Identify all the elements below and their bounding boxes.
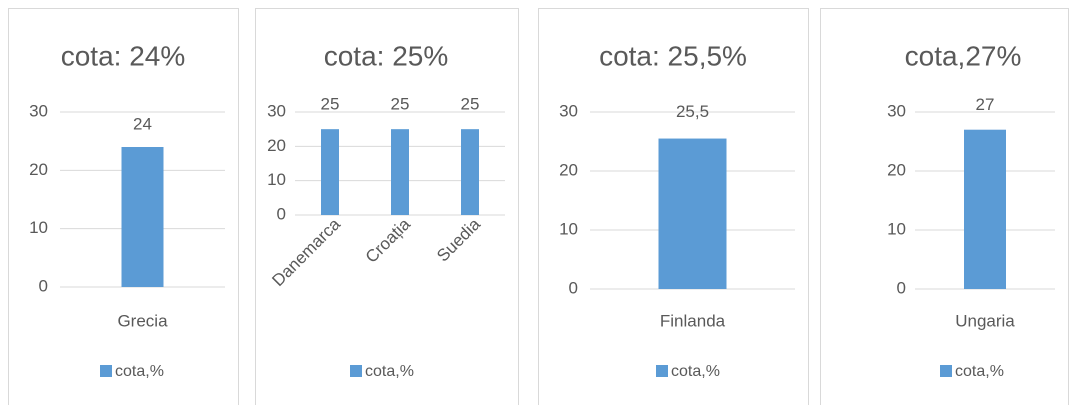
y-tick-label: 30: [559, 101, 578, 120]
data-label: 24: [133, 114, 152, 133]
legend-swatch: [940, 365, 952, 377]
data-label: 25: [461, 95, 480, 114]
y-tick-label: 10: [267, 170, 286, 189]
chart-title: cota: 24%: [61, 40, 186, 71]
panel: [820, 8, 1069, 405]
x-tick-label: Ungaria: [955, 311, 1015, 330]
x-tick-label: Suedia: [433, 214, 484, 265]
y-tick-label: 0: [277, 204, 286, 223]
bar: [461, 129, 479, 215]
bar: [121, 147, 164, 287]
y-tick-label: 0: [897, 278, 906, 297]
y-tick-label: 30: [29, 101, 48, 120]
data-label: 25: [391, 95, 410, 114]
y-tick-label: 20: [559, 160, 578, 179]
y-tick-label: 10: [887, 219, 906, 238]
chart-title: cota: 25,5%: [599, 40, 747, 71]
bar: [964, 129, 1006, 289]
panel: [255, 8, 519, 405]
legend-swatch: [100, 365, 112, 377]
y-tick-label: 10: [559, 219, 578, 238]
data-label: 25,5: [676, 102, 709, 121]
bar: [321, 129, 339, 215]
y-tick-label: 0: [569, 278, 578, 297]
y-tick-label: 20: [29, 160, 48, 179]
legend-label: cota,%: [955, 363, 1004, 380]
y-tick-label: 20: [887, 160, 906, 179]
x-tick-label: Grecia: [117, 311, 168, 330]
panel: [8, 8, 239, 405]
bar: [391, 129, 409, 215]
legend-swatch: [656, 365, 668, 377]
x-tick-label: Finlanda: [660, 311, 726, 330]
legend-label: cota,%: [365, 363, 414, 380]
data-label: 27: [976, 95, 995, 114]
legend-swatch: [350, 365, 362, 377]
y-tick-label: 10: [29, 218, 48, 237]
bar: [658, 138, 727, 289]
y-tick-label: 30: [887, 101, 906, 120]
data-label: 25: [321, 95, 340, 114]
y-tick-label: 0: [39, 276, 48, 295]
x-tick-label: Danemarca: [268, 214, 344, 290]
legend-label: cota,%: [671, 363, 720, 380]
chart-title: cota: 25%: [324, 40, 449, 71]
chart-title: cota,27%: [905, 40, 1022, 71]
panel: [538, 8, 809, 405]
x-tick-label: Croația: [362, 214, 415, 267]
legend-label: cota,%: [115, 363, 164, 380]
y-tick-label: 30: [267, 101, 286, 120]
y-tick-label: 20: [267, 136, 286, 155]
